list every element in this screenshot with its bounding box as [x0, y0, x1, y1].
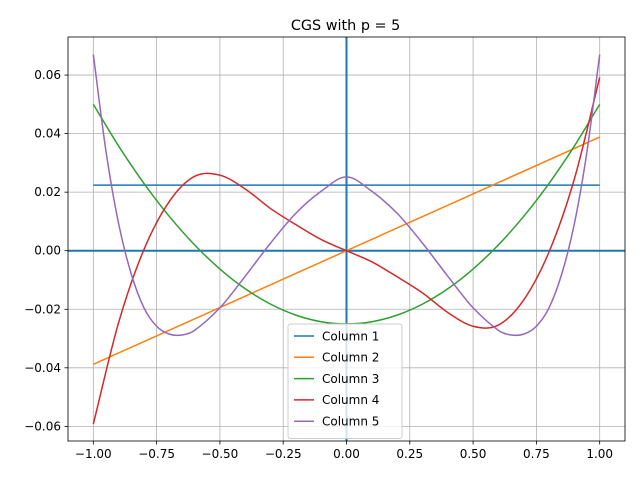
x-tick-label: 0.00 — [333, 447, 360, 461]
x-tick-label: −0.75 — [138, 447, 175, 461]
y-axis: −0.06 −0.04 −0.02 0.00 0.02 0.04 0.06 — [24, 68, 68, 433]
y-tick-label: −0.06 — [24, 419, 61, 433]
legend-box — [287, 323, 403, 439]
y-tick-label: −0.02 — [24, 302, 61, 316]
y-tick-label: 0.06 — [34, 68, 61, 82]
x-tick-label: 0.25 — [396, 447, 423, 461]
data-series — [92, 54, 601, 425]
x-tick-label: −1.00 — [75, 447, 112, 461]
x-tick-label: −0.25 — [265, 447, 302, 461]
legend-label-3: Column 3 — [322, 372, 379, 386]
y-tick-label: 0.02 — [34, 185, 61, 199]
legend-label-4: Column 4 — [322, 393, 379, 407]
y-tick-label: 0.04 — [34, 127, 61, 141]
x-axis: −1.00 −0.75 −0.50 −0.25 0.00 0.25 0.50 0.75 1.00 — [75, 441, 613, 461]
legend: Column 1 Column 2 Column 3 Column 4 Column 5 — [287, 323, 403, 439]
x-tick-label: 1.00 — [586, 447, 613, 461]
legend-label-2: Column 2 — [322, 351, 379, 365]
y-tick-label: 0.00 — [34, 244, 61, 258]
x-tick-label: −0.50 — [202, 447, 239, 461]
chart-title: CGS with p = 5 — [291, 18, 401, 34]
legend-label-1: Column 1 — [322, 329, 379, 343]
legend-label-5: Column 5 — [322, 415, 379, 429]
x-tick-label: 0.50 — [460, 447, 487, 461]
x-tick-label: 0.75 — [523, 447, 550, 461]
y-tick-label: −0.04 — [24, 361, 61, 375]
series-line-5 — [92, 54, 601, 337]
series-line-4 — [92, 77, 601, 425]
